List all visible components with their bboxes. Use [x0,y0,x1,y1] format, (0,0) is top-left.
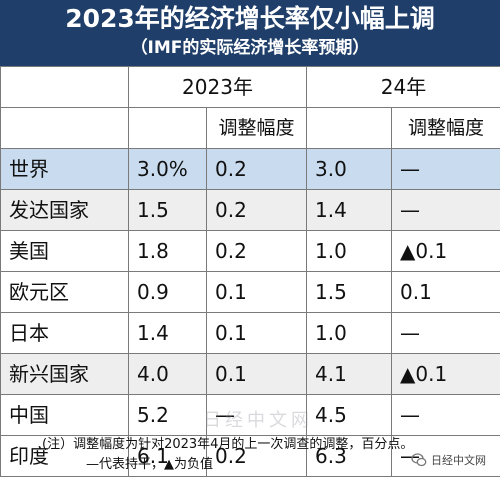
chart-header: 2023年的经济增长率仅小幅上调 （IMF的实际经济增长率预期） [0,0,500,66]
row-name-cell: 美国 [0,230,129,272]
table-header-row-adjust: 调整幅度 调整幅度 [0,107,500,149]
wechat-icon [411,453,427,467]
value-2023-cell: 1.5 [128,189,207,231]
table-row: 日本 1.4 0.1 1.0— [0,312,500,354]
row-name-cell: 中国 [0,394,129,436]
adjust-2023-cell: 0.2 [206,189,307,231]
row-name-cell: 印度 [0,435,129,477]
adjust-2023-cell: 0.1 [206,312,307,354]
header-year-24: 24年 [305,66,500,108]
adjust-2023-cell: — [206,394,307,436]
adjust-2023-cell: 0.2 [206,230,307,272]
adjust-2023-cell: 0.1 [206,271,307,313]
value-24-cell: 3.0 [306,148,392,190]
value-2023-cell: 4.0 [128,353,207,395]
adjust-24-cell: — [390,312,500,354]
header-empty-cell [0,107,129,149]
table-row: 印度 6.1 0.2 6.3— [0,435,500,477]
adjust-24-cell: ▲0.1 [390,230,500,272]
row-name-cell: 日本 [0,312,129,354]
header-adjust-2023: 调整幅度 [206,107,307,149]
adjust-24-cell: ▲0.1 [390,353,500,395]
adjust-24-cell: — [390,148,500,190]
page-subtitle: （IMF的实际经济增长率预期） [130,38,370,58]
adjust-24-cell: — [390,189,500,231]
value-24-cell: 1.5 [306,271,392,313]
value-2023-cell: 1.4 [128,312,207,354]
adjust-2023-cell: 0.2 [206,148,307,190]
value-2023-cell: 6.1 [128,435,207,477]
row-name-cell: 世界 [0,148,129,190]
growth-table: 2023年 24年 调整幅度 调整幅度 世界 3.0% 0.2 3.0— 发达国家 1.5… [0,66,500,477]
brand-logo: 日经中文网 [411,452,486,468]
table-row: 发达国家 1.5 0.2 1.4— [0,189,500,231]
value-24-cell: 1.4 [306,189,392,231]
row-name-cell: 欧元区 [0,271,129,313]
page-title: 2023年的经济增长率仅小幅上调 [65,4,435,33]
value-24-cell: 1.0 [306,312,392,354]
row-name-cell: 发达国家 [0,189,129,231]
table-row: 中国 5.2—4.5— [0,394,500,436]
adjust-24-cell: — [390,435,500,477]
value-24-cell: 6.3 [306,435,392,477]
adjust-24-cell: 0.1 [390,271,500,313]
value-24-cell: 4.5 [306,394,392,436]
header-empty-cell [128,107,207,149]
footnote-line-2: —代表持平，▲为负值 [86,457,213,472]
value-24-cell: 4.1 [306,353,392,395]
footnote-line-1: (注）调整幅度为针对2023年4月的上一次调查的调整，百分点。 [42,437,414,452]
value-2023-cell: 1.8 [128,230,207,272]
value-2023-cell: 5.2 [128,394,207,436]
value-24-cell: 1.0 [306,230,392,272]
growth-table-container: 2023年 24年 调整幅度 调整幅度 世界 3.0% 0.2 3.0— 发达国家 1.5… [0,66,500,477]
header-adjust-24: 调整幅度 [390,107,500,149]
brand-name: 日经中文网 [431,454,486,467]
table-row: 美国 1.8 0.2 1.0 ▲0.1 [0,230,500,272]
value-2023-cell: 0.9 [128,271,207,313]
table-header-row-years: 2023年 24年 [0,66,500,108]
adjust-2023-cell: 0.1 [206,353,307,395]
table-row: 欧元区 0.9 0.1 1.5 0.1 [0,271,500,313]
footnotes: (注）调整幅度为针对2023年4月的上一次调查的调整，百分点。 —代表持平，▲为… [0,434,500,483]
value-2023-cell: 3.0% [128,148,207,190]
header-year-2023: 2023年 [128,66,307,108]
header-empty-cell [0,66,129,108]
adjust-24-cell: — [390,394,500,436]
watermark: 日经中文网 [203,410,313,431]
table-row: 新兴国家 4.0 0.1 4.1 ▲0.1 [0,353,500,395]
header-empty-cell [306,107,392,149]
adjust-2023-cell: 0.2 [206,435,307,477]
table-row: 世界 3.0% 0.2 3.0— [0,148,500,190]
row-name-cell: 新兴国家 [0,353,129,395]
